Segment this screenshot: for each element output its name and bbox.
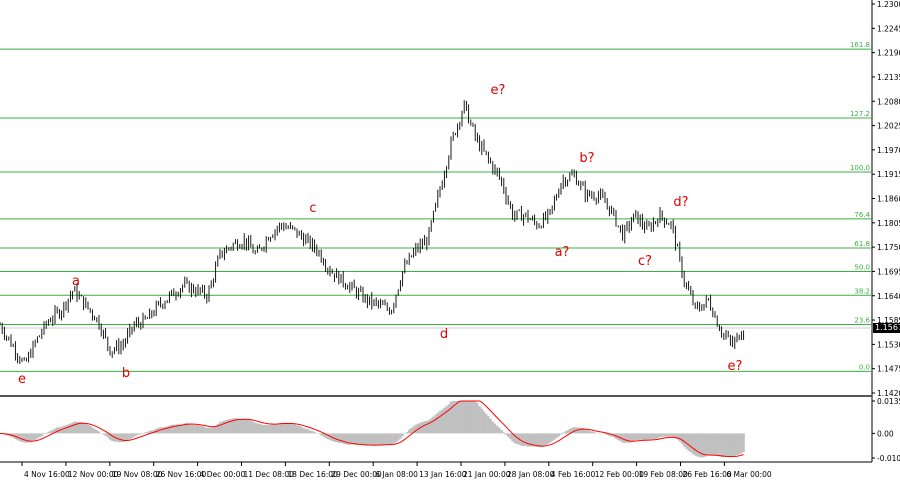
price-tick-label: 1.1860 bbox=[877, 195, 900, 204]
time-tick-label: 28 Jan 08:00 bbox=[507, 470, 555, 479]
price-tick-label: 1.2245 bbox=[877, 24, 900, 33]
price-tick-label: 1.2135 bbox=[877, 73, 900, 82]
price-tick-label: 1.1805 bbox=[877, 219, 900, 228]
price-tick-label: 1.1695 bbox=[877, 267, 900, 276]
fib-level-label: 76.4 bbox=[854, 211, 870, 219]
wave-label: b? bbox=[579, 151, 594, 166]
wave-label: c bbox=[309, 201, 316, 216]
fib-level-label: 100.0 bbox=[850, 164, 870, 172]
price-tick-label: 1.1420 bbox=[877, 389, 900, 398]
wave-label: e? bbox=[491, 83, 506, 98]
price-bars bbox=[0, 100, 745, 364]
price-tick-label: 1.1475 bbox=[877, 365, 900, 374]
time-tick-label: 19 Feb 08:00 bbox=[639, 470, 688, 479]
wave-label: a bbox=[72, 274, 80, 289]
wave-label: c? bbox=[638, 254, 652, 269]
time-tick-label: 21 Jan 00:00 bbox=[463, 470, 511, 479]
time-tick-label: 13 Jan 16:00 bbox=[419, 470, 467, 479]
price-tick-label: 1.2190 bbox=[877, 49, 900, 58]
price-tick-label: 1.1585 bbox=[877, 316, 900, 325]
time-tick-label: 6 Mar 00:00 bbox=[726, 470, 772, 479]
fib-level-label: 127.2 bbox=[850, 110, 870, 118]
price-tick-label: 1.1750 bbox=[877, 243, 900, 252]
fib-level-label: 0.0 bbox=[859, 363, 870, 371]
wave-label: d bbox=[440, 327, 448, 342]
price-tick-label: 1.1530 bbox=[877, 340, 900, 349]
fib-level-label: 38.2 bbox=[854, 287, 870, 295]
wave-label: b bbox=[122, 366, 130, 381]
fib-level-label: 61.8 bbox=[854, 240, 870, 248]
time-tick-label: 4 Nov 16:00 bbox=[24, 470, 70, 479]
price-tick-label: 1.1640 bbox=[877, 292, 900, 301]
wave-label: e? bbox=[728, 359, 743, 374]
price-tick-label: 1.1970 bbox=[877, 146, 900, 155]
osc-tick-label: -0.01026 bbox=[877, 454, 900, 463]
price-tick-label: 1.2300 bbox=[877, 0, 900, 9]
fib-level-label: 50.0 bbox=[854, 263, 870, 271]
time-tick-label: 4 Feb 16:00 bbox=[551, 470, 596, 479]
time-tick-label: 26 Nov 16:00 bbox=[156, 470, 207, 479]
fib-level-label: 161.8 bbox=[850, 41, 870, 49]
time-tick-label: 26 Feb 16:00 bbox=[683, 470, 732, 479]
time-tick-label: 11 Dec 08:00 bbox=[244, 470, 295, 479]
time-tick-label: 18 Dec 16:00 bbox=[287, 470, 338, 479]
current-price-label: 1.1567 bbox=[873, 323, 900, 333]
time-tick-label: 12 Nov 00:00 bbox=[68, 470, 119, 479]
osc-signal-line bbox=[0, 400, 744, 458]
time-tick-label: 29 Dec 00:00 bbox=[331, 470, 382, 479]
time-tick-label: 12 Feb 00:00 bbox=[595, 470, 644, 479]
osc-histogram bbox=[1, 401, 745, 458]
wave-label: e bbox=[18, 372, 26, 387]
osc-tick-label: 0.0135 bbox=[877, 397, 900, 406]
fib-level-label: 23.6 bbox=[854, 316, 870, 324]
time-tick-label: 19 Nov 08:00 bbox=[112, 470, 163, 479]
time-tick-label: 6 Jan 08:00 bbox=[375, 470, 418, 479]
wave-label: d? bbox=[673, 195, 688, 210]
price-tick-label: 1.2080 bbox=[877, 97, 900, 106]
price-tick-label: 1.2025 bbox=[877, 122, 900, 131]
osc-tick-label: 0.00 bbox=[877, 429, 894, 438]
price-tick-label: 1.1915 bbox=[877, 170, 900, 179]
wave-label: a? bbox=[555, 245, 570, 260]
time-tick-label: 4 Dec 00:00 bbox=[200, 470, 246, 479]
